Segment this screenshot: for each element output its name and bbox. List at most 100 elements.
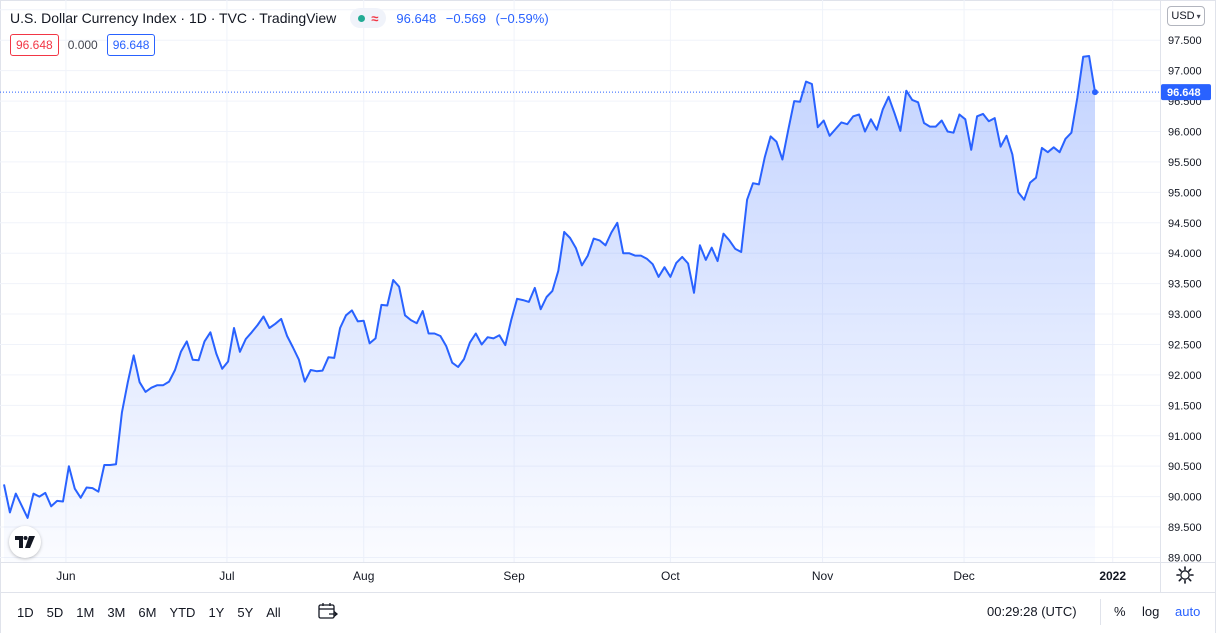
price-point [957,113,961,117]
buy-price-button[interactable]: 96.648 [106,34,156,56]
price-point [486,335,490,339]
y-tick-label: 96.000 [1168,127,1202,139]
time-axis: JunJulAugSepOctNovDec2022Feb [56,569,1126,583]
price-point [244,337,248,341]
market-status-pill[interactable]: ≈ [350,8,387,28]
price-point [61,500,65,504]
price-change-percent: (−0.59%) [495,10,549,26]
price-point [934,125,938,129]
range-button-ytd[interactable]: YTD [169,604,196,620]
price-point [374,336,378,340]
price-point [37,495,41,499]
price-point [952,131,956,135]
price-point [397,285,401,289]
price-point [692,291,696,295]
price-point [798,100,802,104]
price-point [144,390,148,394]
bottom-toolbar: 1D 5D 1M 3M 6M YTD 1Y 5Y All 00:29:28 (UTC) % lo… [0,592,1216,633]
price-point [1010,153,1014,157]
price-point [67,464,71,468]
price-point [456,365,460,369]
price-point [975,114,979,118]
range-button-5y[interactable]: 5Y [237,604,254,620]
price-point [91,486,95,490]
price-point [521,298,525,302]
x-tick-label: 2022 [1099,569,1126,583]
price-point [745,198,749,202]
range-button-1m[interactable]: 1M [76,604,95,620]
price-point [326,355,330,359]
price-point [8,510,12,514]
price-point [262,315,266,319]
price-point [321,369,325,373]
price-point [497,333,501,337]
price-point [149,386,153,390]
price-point [834,127,838,131]
percent-scale-toggle[interactable]: % [1114,604,1126,619]
price-point [379,303,383,307]
price-point [651,262,655,266]
price-point [981,112,985,116]
price-point [1052,145,1056,149]
last-price-label-box [1161,84,1211,101]
y-tick-label: 89.000 [1168,552,1202,564]
price-point [14,492,18,496]
price-point [492,336,496,340]
y-tick-label: 92.000 [1168,370,1202,382]
chart-canvas[interactable]: 89.000 89.500 90.000 90.500 91.000 91.500 92.0… [0,0,1216,592]
price-point [1028,181,1032,185]
price-point [315,369,319,373]
settings-gear-icon[interactable] [1175,565,1195,585]
price-point [993,116,997,120]
range-button-1y[interactable]: 1Y [208,604,225,620]
range-button-6m[interactable]: 6M [138,604,157,620]
price-point [663,265,667,269]
price-point [43,491,47,495]
price-point [727,238,731,242]
price-point [657,275,661,279]
price-point [415,321,419,325]
price-point [26,516,30,520]
price-point [256,323,260,327]
price-point [556,269,560,273]
tradingview-logo-icon[interactable] [9,526,41,558]
price-series-line [3,55,1096,519]
price-point [32,492,36,496]
sell-price-button[interactable]: 96.648 [10,34,59,56]
price-point [385,304,389,308]
price-point [680,255,684,259]
price-point [55,499,59,503]
price-point [633,254,637,258]
price-point [1046,150,1050,154]
range-button-all[interactable]: All [266,604,281,620]
price-point [786,128,790,132]
y-tick-label: 91.000 [1168,431,1202,443]
y-tick-label: 89.500 [1168,522,1202,534]
price-point [739,250,743,254]
price-point [220,367,224,371]
price-point [916,100,920,104]
x-tick-label: Oct [661,569,680,583]
price-point [580,263,584,267]
range-button-5d[interactable]: 5D [46,604,64,620]
auto-scale-toggle[interactable]: auto [1175,604,1201,619]
range-button-3m[interactable]: 3M [107,604,126,620]
delayed-data-icon: ≈ [371,10,379,26]
go-to-date-icon[interactable] [317,602,339,622]
price-point [108,463,112,467]
symbol-title[interactable]: U.S. Dollar Currency Index · 1D · TVC · … [10,10,337,26]
price-point [191,358,195,362]
price-point [503,343,507,347]
y-tick-label: 90.000 [1168,492,1202,504]
price-point [462,357,466,361]
utc-clock[interactable]: 00:29:28 (UTC) [987,604,1077,619]
price-point [468,341,472,345]
log-scale-toggle[interactable]: log [1142,604,1160,619]
currency-select[interactable]: USD ▾ [1167,6,1205,26]
price-point [368,341,372,345]
range-button-1d[interactable]: 1D [17,604,34,620]
price-point [155,383,159,387]
price-point [763,155,767,159]
price-point [940,119,944,123]
price-point [869,117,873,121]
